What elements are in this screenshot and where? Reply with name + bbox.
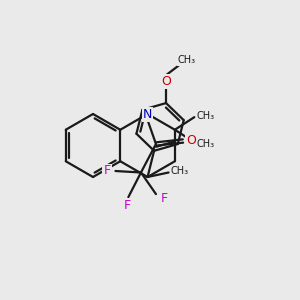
Text: F: F bbox=[161, 192, 168, 205]
Text: N: N bbox=[143, 107, 152, 121]
Text: O: O bbox=[161, 75, 171, 88]
Text: CH₃: CH₃ bbox=[171, 166, 189, 176]
Text: F: F bbox=[103, 164, 111, 178]
Text: CH₃: CH₃ bbox=[197, 111, 215, 121]
Text: F: F bbox=[123, 199, 130, 212]
Text: O: O bbox=[186, 134, 196, 148]
Text: CH₃: CH₃ bbox=[178, 56, 196, 65]
Text: CH₃: CH₃ bbox=[197, 139, 215, 149]
